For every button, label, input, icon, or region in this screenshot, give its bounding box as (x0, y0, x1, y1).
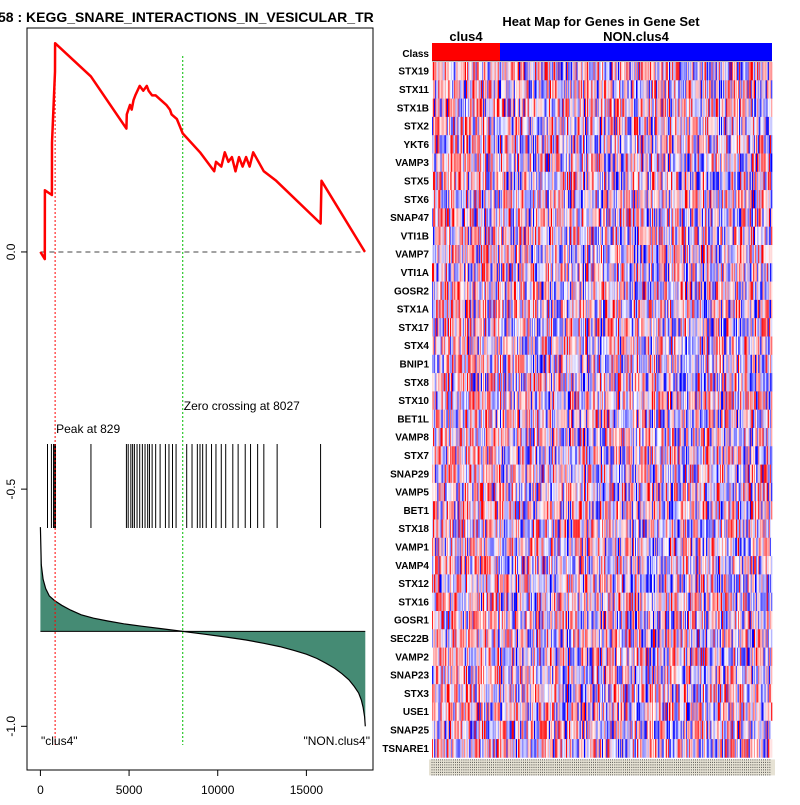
heatmap-class-bar (432, 43, 772, 61)
y-tick-label: -0.5 (4, 478, 18, 499)
heatmap-cell (771, 227, 772, 246)
left-class-label: "clus4" (41, 734, 78, 748)
heatmap-cell (771, 263, 772, 282)
class-bar-segment (500, 43, 772, 61)
heatmap-title: Heat Map for Genes in Gene Set (502, 14, 700, 29)
class-bar-segment (432, 43, 500, 61)
ranked-metric-area (40, 527, 365, 726)
x-tick-label: 5000 (116, 783, 143, 797)
y-tick-label: 0.0 (4, 243, 18, 260)
heatmap-cell (771, 117, 772, 136)
heatmap-cell (771, 190, 772, 209)
enrichment-axes: 0 5000 10000 15000 0.0 -0.5 -1.0 (4, 243, 323, 797)
ranked-metric-fill (40, 527, 365, 726)
heatmap-class-label-clus4: clus4 (449, 29, 483, 44)
zero-crossing-label: Zero crossing at 8027 (184, 399, 300, 413)
y-tick-label: -1.0 (4, 716, 18, 737)
heatmap-panel: Heat Map for Genes in Gene Set clus4 NON… (382, 14, 775, 775)
enrichment-plot-title: 58 : KEGG_SNARE_INTERACTIONS_IN_VESICULA… (0, 9, 374, 25)
peak-label: Peak at 829 (56, 422, 120, 436)
heatmap-cells (432, 62, 772, 758)
heatmap-class-label-non-clus4: NON.clus4 (603, 29, 670, 44)
enrichment-plot: 58 : KEGG_SNARE_INTERACTIONS_IN_VESICULA… (0, 9, 374, 797)
heatmap-cell (771, 172, 772, 191)
x-tick-label: 0 (37, 783, 44, 797)
heatmap-cell (771, 300, 772, 319)
x-tick-label: 10000 (201, 783, 235, 797)
x-tick-label: 15000 (290, 783, 324, 797)
heatmap-class-row-label: Class (402, 49, 429, 60)
right-class-label: "NON.clus4" (303, 734, 370, 748)
heatmap-cell (771, 282, 772, 301)
enrichment-line (40, 43, 365, 259)
heatmap-cell (771, 208, 772, 227)
heatmap-cell (771, 80, 772, 99)
heatmap-cell (771, 135, 772, 154)
heatmap-cell (771, 318, 772, 337)
enrichment-score-curve (40, 43, 365, 259)
heatmap-cell (771, 245, 772, 264)
heatmap-cell (771, 154, 772, 173)
heatmap-cell (771, 62, 772, 81)
gene-hit-ticks (48, 444, 321, 528)
heatmap-cell (771, 99, 772, 118)
